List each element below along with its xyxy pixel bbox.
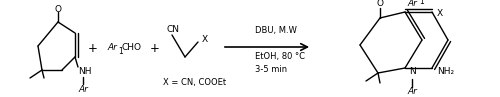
Text: CN: CN	[166, 26, 179, 35]
Text: N: N	[408, 68, 416, 77]
Text: DBU, M.W: DBU, M.W	[255, 26, 297, 35]
Text: Ar: Ar	[407, 0, 417, 9]
Text: Ar: Ar	[107, 43, 117, 52]
Text: X = CN, COOEt: X = CN, COOEt	[163, 78, 226, 87]
Text: 1: 1	[419, 0, 424, 6]
Text: NH₂: NH₂	[437, 68, 454, 77]
Text: +: +	[88, 42, 98, 55]
Text: EtOH, 80 °C: EtOH, 80 °C	[255, 52, 305, 61]
Text: Ar: Ar	[407, 87, 417, 97]
Text: NH: NH	[78, 68, 92, 77]
Text: 3-5 min: 3-5 min	[255, 65, 287, 74]
Text: Ar: Ar	[78, 85, 88, 94]
Text: CHO: CHO	[122, 43, 142, 52]
Text: 1: 1	[118, 46, 123, 55]
Text: O: O	[54, 4, 62, 13]
Text: X: X	[202, 36, 208, 45]
Text: O: O	[376, 0, 384, 9]
Text: +: +	[150, 42, 160, 55]
Text: X: X	[437, 10, 443, 19]
